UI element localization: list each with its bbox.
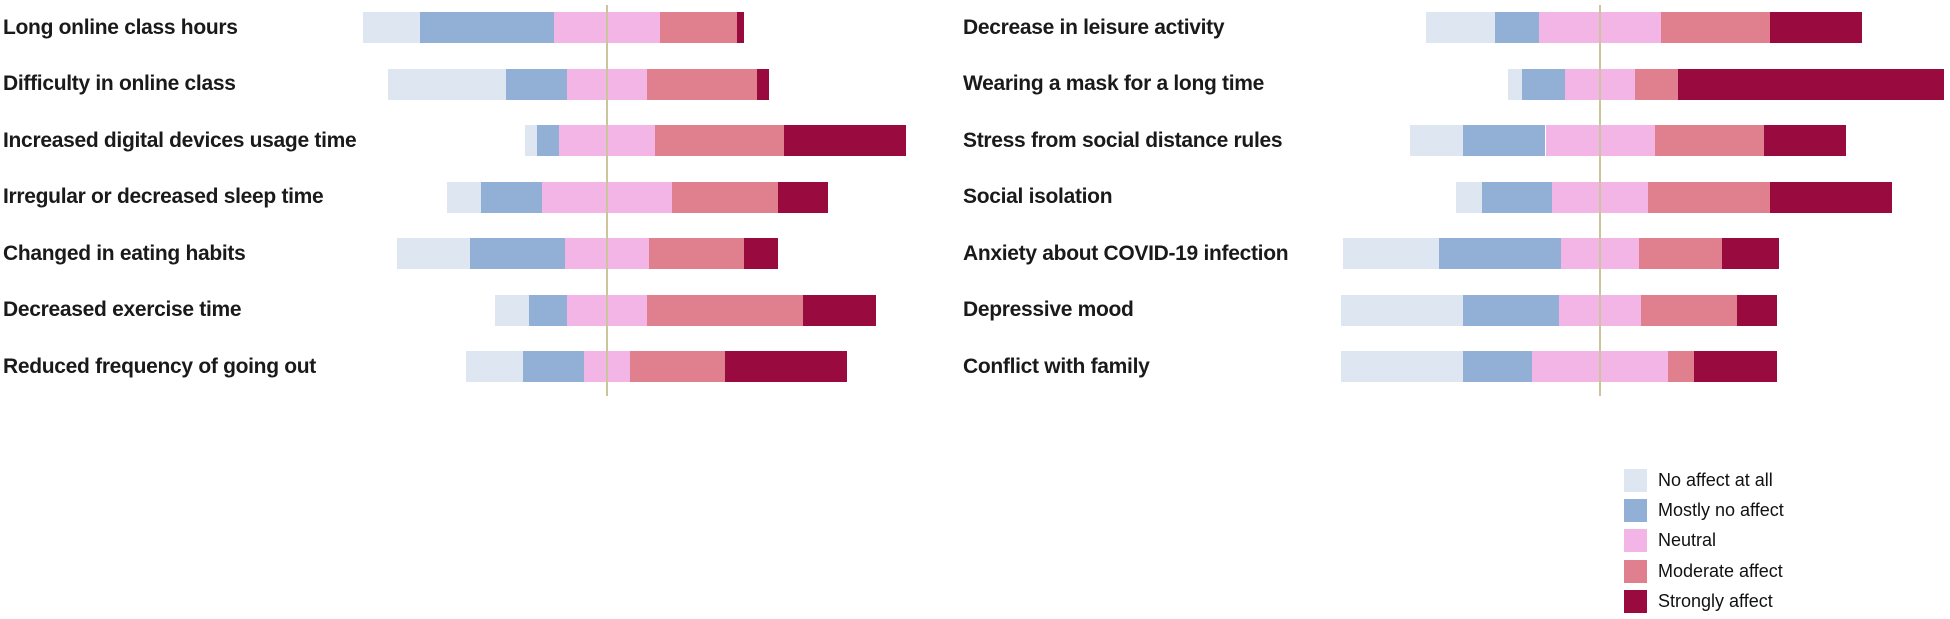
legend-swatch-strongly_affect bbox=[1624, 590, 1647, 614]
bar-segment-moderate_affect bbox=[647, 294, 804, 326]
bar-segment-moderate_affect bbox=[1639, 238, 1723, 269]
category-label: Reduced frequency of going out bbox=[3, 354, 317, 378]
bar-segment-moderate_affect bbox=[1667, 351, 1694, 382]
bar-segment-strongly_affect bbox=[736, 12, 745, 43]
category-label: Conflict with family bbox=[963, 354, 1150, 378]
bar-segment-strongly_affect bbox=[757, 68, 769, 100]
bar-segment-strongly_affect bbox=[778, 181, 828, 213]
bar-segment-moderate_affect bbox=[648, 238, 745, 269]
category-label: Stress from social distance rules bbox=[963, 128, 1283, 152]
legend-swatch-moderate_affect bbox=[1624, 559, 1647, 583]
bar-segment-no_affect_at_all bbox=[387, 68, 507, 100]
bar-segment-moderate_affect bbox=[1661, 12, 1771, 43]
category-label: Changed in eating habits bbox=[3, 241, 246, 265]
bar-segment-mostly_no_affect bbox=[528, 294, 567, 326]
bar-segment-strongly_affect bbox=[1678, 68, 1945, 100]
legend-label: Neutral bbox=[1658, 530, 1717, 551]
legend-swatch-no_affect_at_all bbox=[1624, 468, 1647, 492]
bar-segment-mostly_no_affect bbox=[536, 125, 560, 156]
bar-segment-strongly_affect bbox=[803, 294, 876, 326]
legend: No affect at all Mostly no affect Neutral M… bbox=[1624, 465, 1784, 617]
bar-segment-no_affect_at_all bbox=[525, 125, 537, 156]
bar-segment-no_affect_at_all bbox=[1425, 12, 1496, 43]
bar-segment-moderate_affect bbox=[654, 125, 785, 156]
legend-label: No affect at all bbox=[1658, 469, 1773, 490]
bar-segment-moderate_affect bbox=[660, 12, 737, 43]
bar-segment-no_affect_at_all bbox=[1508, 68, 1522, 100]
bar-segment-mostly_no_affect bbox=[1438, 238, 1561, 269]
category-label: Decreased exercise time bbox=[3, 298, 242, 321]
bar-segment-strongly_affect bbox=[1722, 238, 1779, 269]
bar-segment-moderate_affect bbox=[1634, 68, 1679, 100]
legend-swatch-mostly_no_affect bbox=[1624, 499, 1647, 523]
bar-segment-no_affect_at_all bbox=[363, 12, 421, 43]
bar-segment-no_affect_at_all bbox=[1340, 294, 1463, 326]
legend-item: Neutral bbox=[1624, 526, 1784, 556]
bar-segment-no_affect_at_all bbox=[466, 351, 524, 382]
bar-segment-moderate_affect bbox=[1647, 181, 1771, 213]
legend-label: Strongly affect bbox=[1658, 591, 1773, 612]
bar-segment-no_affect_at_all bbox=[1456, 181, 1483, 213]
bar-segment-mostly_no_affect bbox=[1462, 125, 1546, 156]
category-label: Social isolation bbox=[963, 185, 1113, 208]
bar-segment-mostly_no_affect bbox=[420, 12, 554, 43]
category-label: Wearing a mask for a long time bbox=[963, 72, 1265, 95]
category-label: Anxiety about COVID-19 infection bbox=[963, 241, 1289, 265]
bar-segment-strongly_affect bbox=[1770, 12, 1862, 43]
category-label: Difficulty in online class bbox=[3, 72, 236, 95]
bar-segment-no_affect_at_all bbox=[1410, 125, 1463, 156]
bar-segment-mostly_no_affect bbox=[523, 351, 585, 382]
bar-segment-mostly_no_affect bbox=[469, 238, 566, 269]
bar-segment-moderate_affect bbox=[1641, 294, 1738, 326]
bar-segment-strongly_affect bbox=[1693, 351, 1777, 382]
bar-segment-no_affect_at_all bbox=[1340, 351, 1463, 382]
bar-segment-mostly_no_affect bbox=[1462, 294, 1559, 326]
bar-segment-strongly_affect bbox=[1763, 125, 1847, 156]
bar-segment-mostly_no_affect bbox=[1462, 351, 1533, 382]
bar-segment-mostly_no_affect bbox=[1495, 12, 1539, 43]
bar-segment-moderate_affect bbox=[647, 68, 758, 100]
reference-line bbox=[1599, 5, 1601, 396]
category-label: Depressive mood bbox=[963, 298, 1134, 321]
category-label: Irregular or decreased sleep time bbox=[3, 185, 324, 208]
bar-segment-mostly_no_affect bbox=[481, 181, 543, 213]
legend-swatch-neutral bbox=[1624, 529, 1647, 553]
reference-line bbox=[606, 5, 608, 396]
bar-segment-strongly_affect bbox=[1737, 294, 1777, 326]
category-label: Increased digital devices usage time bbox=[3, 128, 357, 152]
bar-segment-moderate_affect bbox=[671, 181, 779, 213]
category-label: Decrease in leisure activity bbox=[963, 15, 1225, 39]
bar-segment-moderate_affect bbox=[629, 351, 726, 382]
bar-segment-strongly_affect bbox=[744, 238, 779, 269]
bar-segment-strongly_affect bbox=[1770, 181, 1893, 213]
bar-segment-moderate_affect bbox=[1654, 125, 1764, 156]
bar-segment-no_affect_at_all bbox=[446, 181, 482, 213]
bar-segment-strongly_affect bbox=[784, 125, 907, 156]
legend-item: Moderate affect bbox=[1624, 556, 1784, 586]
bar-segment-strongly_affect bbox=[725, 351, 848, 382]
legend-label: Moderate affect bbox=[1658, 560, 1783, 581]
bar-segment-mostly_no_affect bbox=[1521, 68, 1566, 100]
bar-segment-no_affect_at_all bbox=[494, 294, 529, 326]
bar-segment-no_affect_at_all bbox=[1342, 238, 1439, 269]
bar-segment-mostly_no_affect bbox=[1482, 181, 1553, 213]
bar-segment-mostly_no_affect bbox=[506, 68, 567, 100]
bar-segment-no_affect_at_all bbox=[397, 238, 470, 269]
category-label: Long online class hours bbox=[3, 15, 238, 39]
legend-label: Mostly no affect bbox=[1658, 500, 1784, 521]
legend-item: Strongly affect bbox=[1624, 587, 1784, 617]
legend-item: Mostly no affect bbox=[1624, 495, 1784, 525]
legend-item: No affect at all bbox=[1624, 465, 1784, 495]
